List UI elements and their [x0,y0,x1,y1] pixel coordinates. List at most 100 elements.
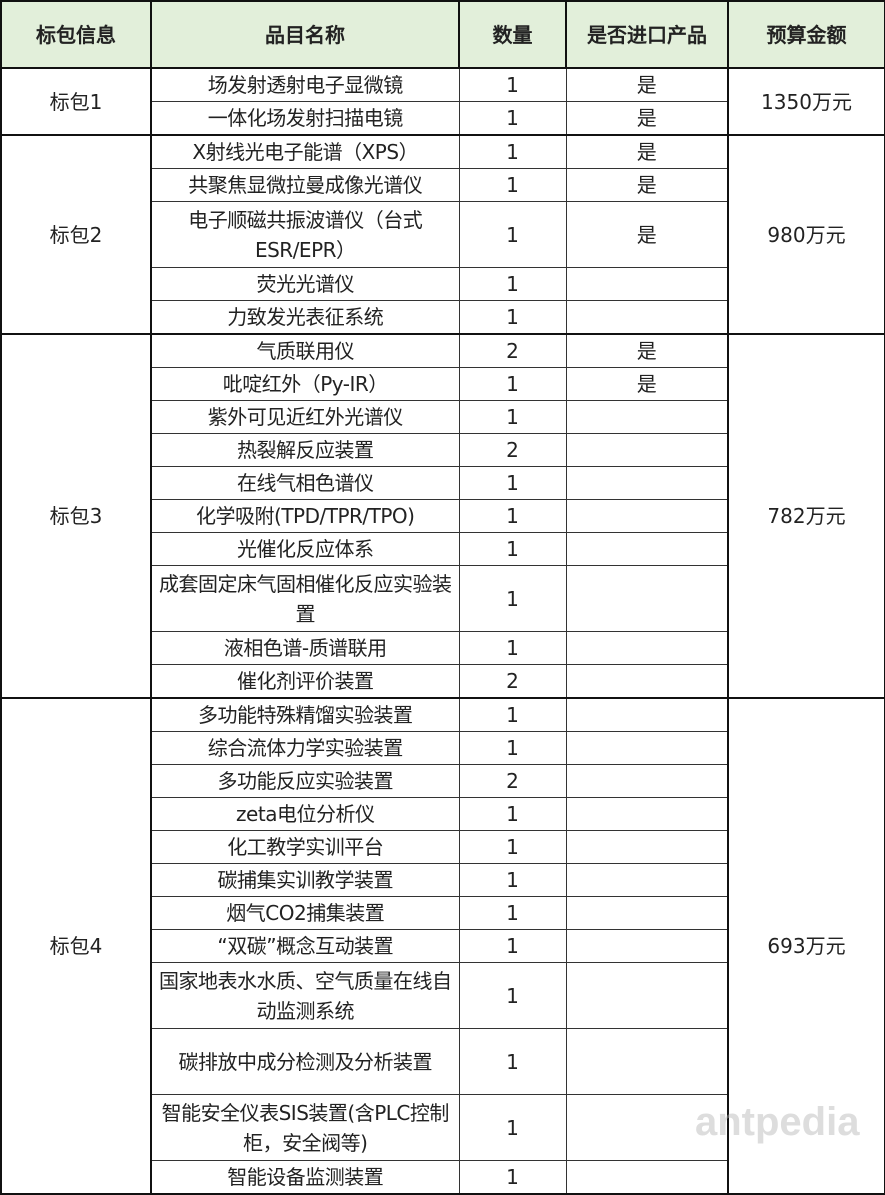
item-qty: 1 [458,896,567,930]
table-row: 智能安全仪表SIS装置(含PLC控制柜，安全阀等) 1 [1,1094,885,1161]
table-row: 标包1 场发射透射电子显微镜 1 是 1350万元 [0,67,885,136]
table-row: 碳排放中成分检测及分析装置 1 [1,1028,885,1095]
table-row: 荧光光谱仪 1 [1,267,885,301]
item-qty: 1 [458,499,567,533]
header-imported: 是否进口产品 [565,0,729,69]
table-row: “双碳”概念互动装置 1 [1,929,885,963]
item-qty: 1 [458,201,567,268]
package-label: 标包2 [0,134,152,335]
item-name: 成套固定床气固相催化反应实验装置 [150,565,460,632]
watermark-logo: antpedia [695,1100,860,1144]
item-imported: 是 [565,367,729,401]
table-row: 烟气CO2捕集装置 1 [1,896,885,930]
header-package: 标包信息 [0,0,152,69]
item-imported [565,929,729,963]
item-name: 国家地表水水质、空气质量在线自动监测系统 [150,962,460,1029]
item-imported [565,731,729,765]
item-imported [565,499,729,533]
item-imported [565,565,729,632]
table-row: 电子顺磁共振波谱仪（台式ESR/EPR） 1 是 [1,201,885,268]
item-imported: 是 [565,101,729,136]
item-imported [565,664,729,699]
item-imported [565,433,729,467]
item-name: 热裂解反应装置 [150,433,460,467]
item-qty: 2 [458,764,567,798]
item-qty: 1 [458,532,567,566]
item-name: 气质联用仪 [150,333,460,368]
item-name: zeta电位分析仪 [150,797,460,831]
item-qty: 1 [458,168,567,202]
table-row: 液相色谱-质谱联用 1 [1,631,885,665]
item-imported: 是 [565,201,729,268]
table-row: 共聚焦显微拉曼成像光谱仪 1 是 [1,168,885,202]
item-imported [565,830,729,864]
item-qty: 2 [458,664,567,699]
item-qty: 1 [458,962,567,1029]
item-imported [565,631,729,665]
table-row: 国家地表水水质、空气质量在线自动监测系统 1 [1,962,885,1029]
package-label: 标包3 [0,333,152,699]
item-imported [565,300,729,335]
item-name: “双碳”概念互动装置 [150,929,460,963]
table-row: 吡啶红外（Py-IR） 1 是 [1,367,885,401]
item-qty: 1 [458,400,567,434]
item-name: 共聚焦显微拉曼成像光谱仪 [150,168,460,202]
item-name: 场发射透射电子显微镜 [150,67,460,102]
item-name: 综合流体力学实验装置 [150,731,460,765]
item-qty: 1 [458,863,567,897]
item-imported [565,764,729,798]
table-row: 在线气相色谱仪 1 [1,466,885,500]
item-name: 力致发光表征系统 [150,300,460,335]
package-budget: 693万元 [727,697,885,1195]
item-name: 光催化反应体系 [150,532,460,566]
item-name: 多功能反应实验装置 [150,764,460,798]
item-imported: 是 [565,67,729,102]
item-qty: 2 [458,433,567,467]
item-name: 电子顺磁共振波谱仪（台式ESR/EPR） [150,201,460,268]
table-row: 光催化反应体系 1 [1,532,885,566]
item-imported [565,466,729,500]
item-name: 碳排放中成分检测及分析装置 [150,1028,460,1095]
item-qty: 1 [458,267,567,301]
item-imported [565,1028,729,1095]
table-row: 标包2 X射线光电子能谱（XPS） 1 是 980万元 [0,134,885,335]
item-qty: 1 [458,631,567,665]
header-row: 标包信息 品目名称 数量 是否进口产品 预算金额 [0,0,885,69]
table-row: 化学吸附(TPD/TPR/TPO) 1 [1,499,885,533]
item-name: 化工教学实训平台 [150,830,460,864]
table-row: 化工教学实训平台 1 [1,830,885,864]
item-imported [565,1094,729,1161]
item-name: X射线光电子能谱（XPS） [150,134,460,169]
table-row: 综合流体力学实验装置 1 [1,731,885,765]
item-qty: 1 [458,565,567,632]
table-row: 紫外可见近红外光谱仪 1 [1,400,885,434]
item-qty: 1 [458,929,567,963]
table-row: 标包4 多功能特殊精馏实验装置 1 693万元 [0,697,885,1195]
header-qty: 数量 [458,0,567,69]
table-row: 力致发光表征系统 1 [1,300,885,335]
table-row: 热裂解反应装置 2 [1,433,885,467]
item-qty: 2 [458,333,567,368]
item-name: 化学吸附(TPD/TPR/TPO) [150,499,460,533]
item-qty: 1 [458,697,567,732]
item-qty: 1 [458,101,567,136]
header-budget: 预算金额 [727,0,885,69]
item-imported [565,962,729,1029]
item-qty: 1 [458,830,567,864]
item-imported: 是 [565,333,729,368]
item-imported [565,267,729,301]
item-name: 碳捕集实训教学装置 [150,863,460,897]
item-name: 液相色谱-质谱联用 [150,631,460,665]
table-body: 标包1 场发射透射电子显微镜 1 是 1350万元 一体化场发射扫描电镜 1 是标包2 X射线光… [0,67,885,1195]
package-label: 标包4 [0,697,152,1195]
package-budget: 782万元 [727,333,885,699]
item-qty: 1 [458,1028,567,1095]
table-row: 催化剂评价装置 2 [1,664,885,699]
item-qty: 1 [458,797,567,831]
item-name: 催化剂评价装置 [150,664,460,699]
item-imported: 是 [565,134,729,169]
item-qty: 1 [458,367,567,401]
header-item: 品目名称 [150,0,460,69]
package-label: 标包1 [0,67,152,136]
